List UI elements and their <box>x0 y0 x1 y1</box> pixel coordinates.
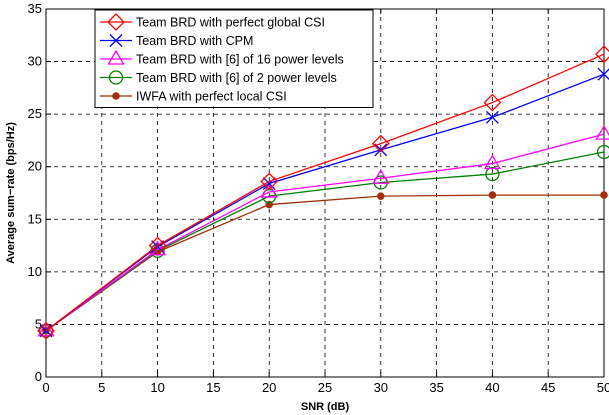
x-tick-label: 15 <box>206 380 220 395</box>
circle-marker <box>38 323 54 338</box>
legend: Team BRD with perfect global CSI Team BRD… <box>94 9 374 108</box>
x-marker <box>597 67 609 81</box>
diamond-marker <box>107 13 125 31</box>
y-tick-label: 15 <box>28 211 42 226</box>
triangle-marker <box>372 168 390 184</box>
x-axis-label: SNR (dB) <box>301 401 350 413</box>
triangle-marker <box>595 124 609 140</box>
x-tick-label: 40 <box>485 380 499 395</box>
x-tick-label: 30 <box>374 380 388 395</box>
y-tick-label: 25 <box>28 106 42 121</box>
x-marker-stroke <box>374 143 388 157</box>
dot-marker <box>377 192 385 200</box>
diamond-marker <box>371 134 390 153</box>
legend-entry: Team BRD with CPM <box>100 34 253 48</box>
series-path <box>45 73 605 332</box>
series-path <box>45 53 605 332</box>
x-tick-label: 20 <box>262 380 276 395</box>
x-tick-label: 50 <box>597 380 609 395</box>
legend-entry: Team BRD with [6] of 16 power levels <box>100 49 344 67</box>
series-line <box>39 67 609 338</box>
series-line <box>37 45 609 340</box>
legend-label: Team BRD with perfect global CSI <box>136 16 325 30</box>
legend-label: Team BRD with [6] of 2 power levels <box>136 71 337 85</box>
y-tick-label: 35 <box>28 1 42 16</box>
x-marker <box>374 143 388 157</box>
y-tick-label: 20 <box>28 159 42 174</box>
x-tick-label: 5 <box>98 380 105 395</box>
diamond-marker <box>595 45 609 64</box>
legend-label: Team BRD with CPM <box>136 34 253 48</box>
dot-marker <box>488 191 497 199</box>
circle-marker <box>596 144 609 160</box>
y-tick-label: 5 <box>35 316 42 331</box>
legend-label: Team BRD with [6] of 16 power levels <box>136 53 344 67</box>
diamond-marker <box>148 236 167 255</box>
x-tick-label: 0 <box>42 380 49 395</box>
circle-marker <box>108 70 124 85</box>
x-marker-stroke <box>597 68 609 81</box>
circle-marker <box>485 166 500 182</box>
series-path <box>45 133 605 332</box>
diamond-marker <box>483 93 502 112</box>
y-tick-label: 10 <box>28 264 42 279</box>
triangle-marker <box>107 49 125 65</box>
triangle-marker <box>260 182 278 198</box>
x-marker <box>109 34 123 47</box>
diamond-marker <box>260 172 279 191</box>
y-axis-label: Average sum−rate (bps/Hz) <box>5 122 17 264</box>
legend-label: IWFA with perfect local CSI <box>136 90 287 104</box>
x-marker-stroke <box>109 34 123 47</box>
x-tick-label: 10 <box>150 380 164 395</box>
triangle-marker <box>483 154 502 170</box>
triangle-marker <box>37 321 55 337</box>
x-tick-label: 35 <box>429 380 443 395</box>
legend-box <box>94 9 374 108</box>
diamond-marker <box>37 321 55 340</box>
grid <box>46 9 604 377</box>
legend-entry: IWFA with perfect local CSI <box>100 90 287 104</box>
x-tick-label: 45 <box>541 380 555 395</box>
dot-marker <box>600 191 608 199</box>
x-marker <box>485 110 499 124</box>
legend-entry: Team BRD with [6] of 2 power levels <box>100 70 337 85</box>
series-path <box>45 151 605 332</box>
legend-entry: Team BRD with perfect global CSI <box>100 13 325 31</box>
series-line <box>38 144 609 338</box>
dot-marker <box>112 92 120 100</box>
series-line <box>37 124 609 337</box>
y-tick-label: 30 <box>28 54 42 69</box>
series-layer <box>37 45 609 340</box>
y-tick-label: 0 <box>35 369 42 384</box>
x-marker-stroke <box>485 110 499 124</box>
series-path <box>45 194 604 332</box>
x-tick-label: 25 <box>318 380 332 395</box>
series-line <box>42 191 608 335</box>
